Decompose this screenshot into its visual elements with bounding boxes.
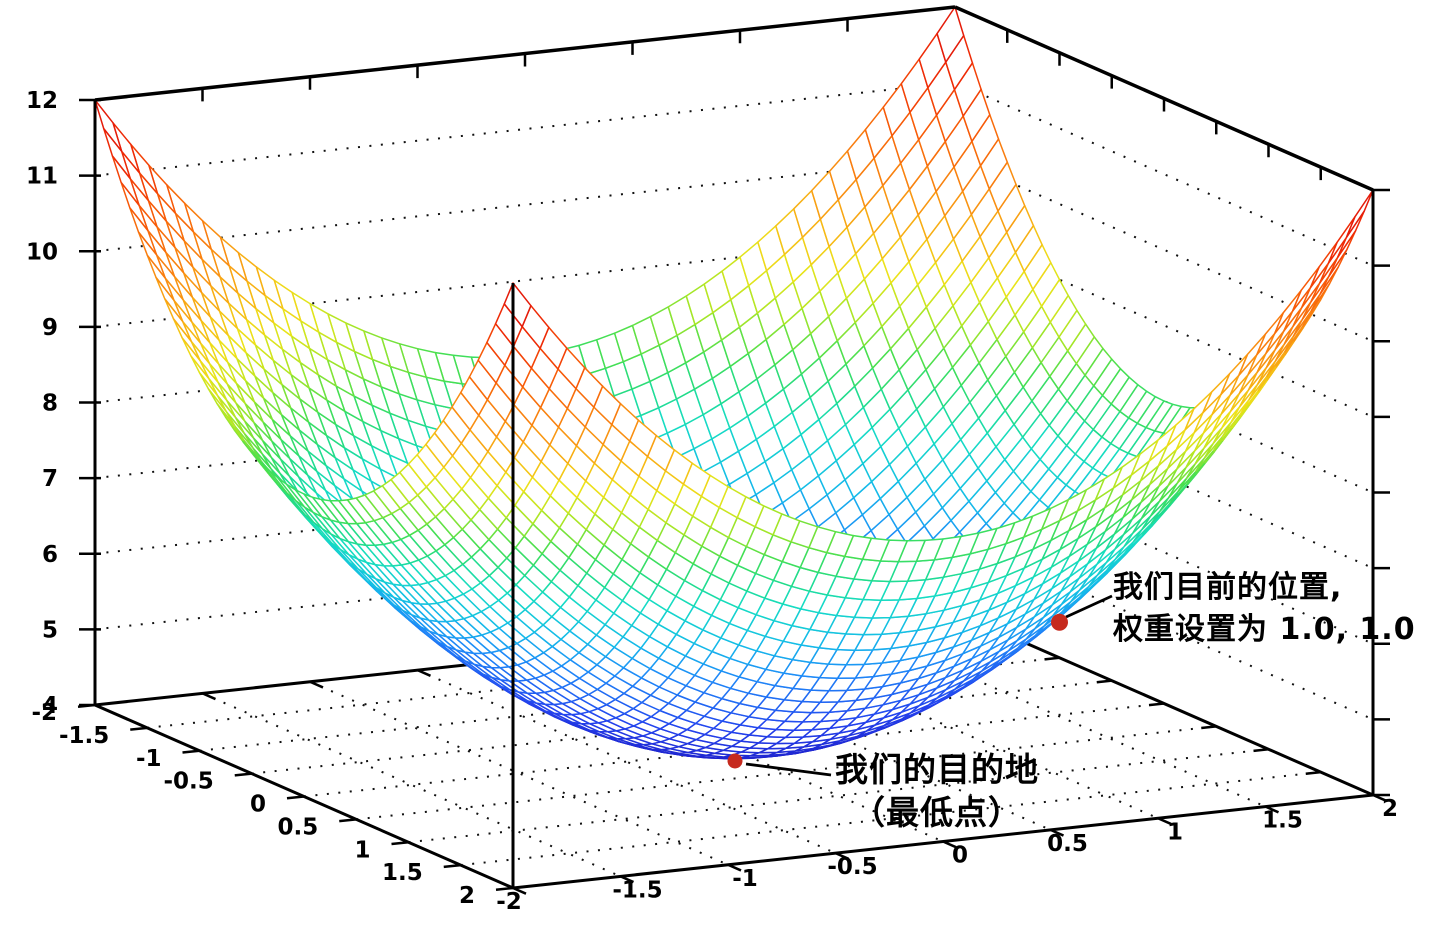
- annotation-destination-line2: （最低点）: [852, 793, 1022, 832]
- axis-tick-label: 0.5: [278, 814, 319, 840]
- axis-tick-label: 4: [42, 693, 58, 719]
- axis-tick-label: 12: [26, 88, 58, 114]
- annotation-leader-line: [745, 762, 832, 777]
- axis-tick-label: 8: [42, 391, 58, 417]
- annotation-current-line1: 我们目前的位置,: [1113, 570, 1343, 605]
- axis-tick-label: -1.5: [59, 723, 109, 749]
- axis-tick-label: 1: [1167, 819, 1183, 845]
- annotation-leader-line: [1065, 594, 1113, 619]
- axis-tick-label: -1: [732, 866, 758, 892]
- surface-mesh: [94, 6, 1374, 760]
- annotation-destination: 我们的目的地 （最低点）: [820, 748, 1054, 834]
- annotation-current-position: 我们目前的位置, 权重设置为 1.0, 1.0: [1113, 567, 1416, 651]
- marked-points: [727, 594, 1113, 777]
- axis-tick-label: -1.5: [612, 877, 662, 903]
- axis-tick-label: 9: [42, 315, 58, 341]
- axis-tick-label: 10: [26, 239, 58, 265]
- axis-tick-label: 7: [42, 466, 58, 492]
- annotation-current-line2: 权重设置为 1.0, 1.0: [1113, 612, 1416, 647]
- axis-tick-label: 5: [42, 617, 58, 643]
- axis-tick-label: 6: [42, 542, 58, 568]
- axis-tick-label: 1: [354, 837, 370, 863]
- point-destination: [727, 753, 743, 769]
- axis-tick-label: 0.5: [1047, 831, 1088, 857]
- axis-tick-label: -2: [496, 889, 522, 915]
- axis-tick-label: 11: [26, 164, 58, 190]
- axis-tick-label: -0.5: [827, 854, 877, 880]
- point-current-position: [1051, 613, 1068, 631]
- axis-tick-label: -1: [136, 746, 162, 772]
- axis-tick-label: 0: [952, 843, 968, 869]
- axis-tick-label: 2: [1382, 796, 1398, 822]
- axis-ticks: [77, 98, 1390, 895]
- annotation-destination-line1: 我们的目的地: [835, 750, 1039, 789]
- axis-tick-label: -2: [31, 700, 57, 726]
- axis-tick-label: 2: [459, 883, 475, 909]
- axis-tick-label: 0: [250, 792, 266, 818]
- axis-tick-label: 1.5: [382, 860, 423, 886]
- axis-tick-label: 1.5: [1262, 808, 1303, 834]
- axis-tick-label: -0.5: [163, 769, 213, 795]
